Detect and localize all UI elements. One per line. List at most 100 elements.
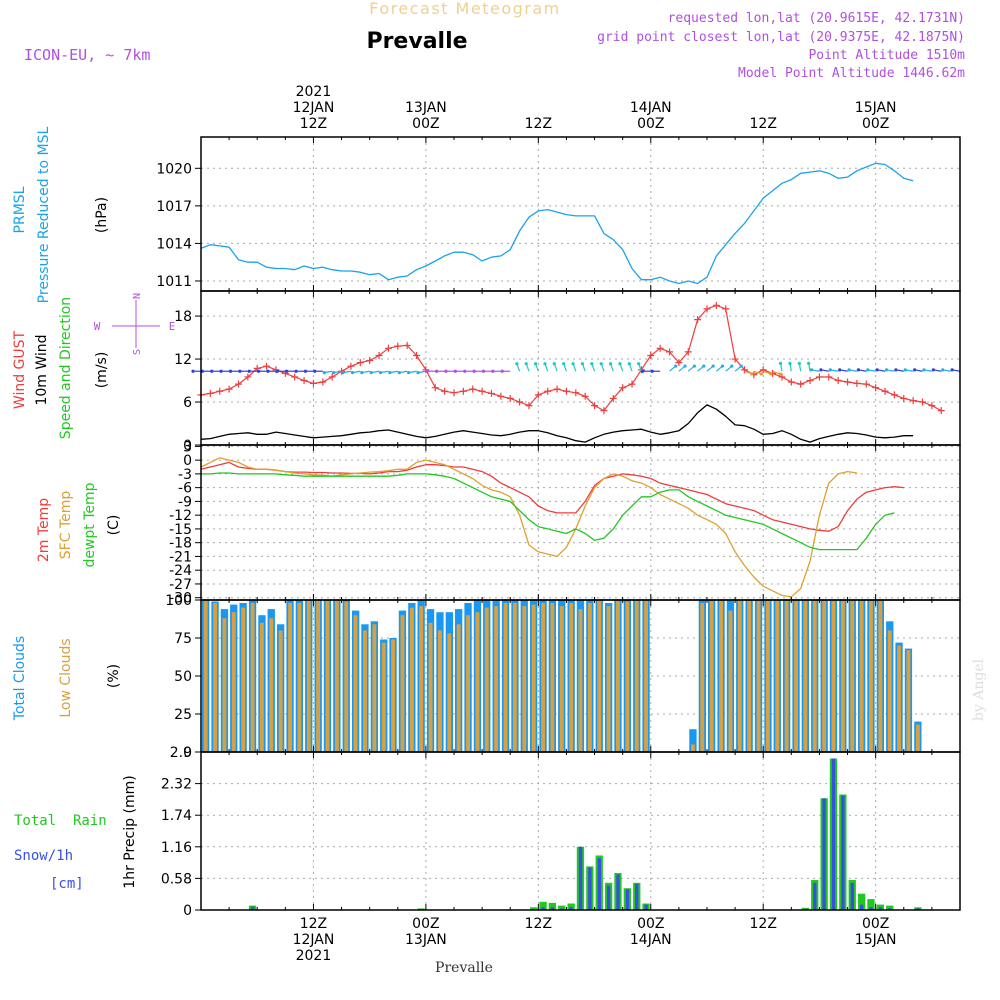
low-clouds-bar [316,600,321,752]
low-clouds-bar [466,615,470,752]
snow-bar [625,889,630,910]
wind-direction-arrowhead [739,364,743,368]
wind-direction-arrowhead [453,369,457,373]
label-total-rain: Total Rain [14,813,107,829]
low-clouds-bar [512,603,517,752]
label-temp-unit: (C) [106,515,122,536]
wind-direction-arrowhead [641,369,645,373]
rain-bar [567,903,575,910]
gust-marker [694,316,702,324]
tick-label: 1.16 [161,840,192,856]
time-label-bottom: 15JAN [855,932,897,948]
wind-direction-arrowhead [627,362,631,366]
gust-marker [384,344,392,352]
gust-marker [431,384,439,392]
tick-label: -18 [169,536,192,552]
tick-label: 18 [174,309,192,325]
wind-direction-arrowhead [500,369,504,373]
gust-marker [525,402,533,410]
gust-marker [759,366,767,374]
gust-marker [722,305,730,313]
low-clouds-bar [241,607,246,752]
tick-label: 75 [174,631,192,647]
forecast-title: Forecast Meteogram [369,0,560,18]
snow-bar [560,908,564,910]
low-clouds-bar [719,600,723,752]
tick-label: -21 [169,549,192,565]
wind-direction-arrowhead [608,362,613,366]
wind-direction-arrowhead [571,362,575,366]
time-label-top: 12Z [525,116,552,132]
gust-marker [712,301,720,309]
time-label-bottom: 12JAN [293,932,335,948]
panel-frame [200,290,961,446]
tick-label: -9 [178,494,192,510]
low-clouds-bar [381,642,386,752]
low-clouds-bar [541,603,545,752]
snow-bar [831,758,836,910]
gust-marker [487,389,495,397]
gust-marker [291,373,299,381]
gust-marker [319,378,327,386]
wind-direction-arrowhead [463,369,467,373]
wind-direction-arrowhead [828,368,832,372]
wind-direction-arrowhead [341,371,345,375]
low-clouds-bar [278,630,283,752]
low-clouds-bar [831,600,836,752]
gust-marker [300,377,308,385]
gust-marker [516,398,524,406]
low-clouds-bar [569,603,574,752]
tick-label: -6 [178,481,192,497]
wind-direction-arrowhead [210,369,214,373]
low-clouds-bar [737,600,742,752]
wind-direction-arrowhead [674,364,678,368]
low-clouds-bar [897,645,901,752]
low-clouds-bar [484,607,489,752]
low-clouds-bar [494,606,499,752]
wind-direction-arrowhead [397,371,401,375]
low-clouds-bar [447,633,452,752]
time-label-top: 00Z [412,116,439,132]
wind-direction-arrowhead [425,369,429,373]
wind-direction-arrowhead [515,362,519,366]
gust-marker [628,380,636,388]
low-clouds-bar [887,630,892,752]
wind-direction-arrowhead [472,369,476,373]
gust-marker [206,389,214,397]
low-clouds-bar [850,600,855,752]
tick-label: 2.9 [170,745,192,761]
gust-marker [506,394,514,402]
tick-label: -3 [178,467,192,483]
label-precip-unit: 1hr Precip (mm) [122,775,138,888]
tick-label: 2.32 [161,777,192,793]
wind-direction-arrowhead [692,364,696,368]
wind-direction-arrowhead [838,368,842,372]
gust-marker [366,356,374,364]
gust-marker [403,341,411,349]
gust-marker [909,397,917,405]
wind-direction-arrowhead [303,369,308,373]
low-clouds-bar [775,600,780,752]
wind-direction-arrowhead [562,362,566,366]
snow-bar [588,867,592,910]
label-pressure-unit: (hPa) [94,197,110,233]
low-clouds-bar [559,606,564,752]
gust-marker [740,366,748,374]
wind-direction-arrowhead [856,368,861,372]
low-clouds-bar [616,600,620,752]
wind-direction-arrowhead [866,368,870,372]
tick-label: 6 [183,395,192,411]
low-clouds-bar [597,600,602,752]
label-wind-unit: (m/s) [94,352,110,389]
time-label-top: 00Z [637,116,664,132]
low-clouds-bar [578,609,583,752]
snow-bar [859,904,864,910]
low-clouds-bar [213,603,217,752]
grid-coords: grid point closest lon,lat (20.9375E, 42… [597,30,965,45]
wind-direction-arrowhead [533,362,538,366]
low-clouds-bar [625,601,630,752]
tick-label: 12 [174,352,192,368]
label-speed-direction: Speed and Direction [58,297,74,439]
gust-marker [591,402,599,410]
label-wind-gust: Wind GUST [12,330,28,409]
